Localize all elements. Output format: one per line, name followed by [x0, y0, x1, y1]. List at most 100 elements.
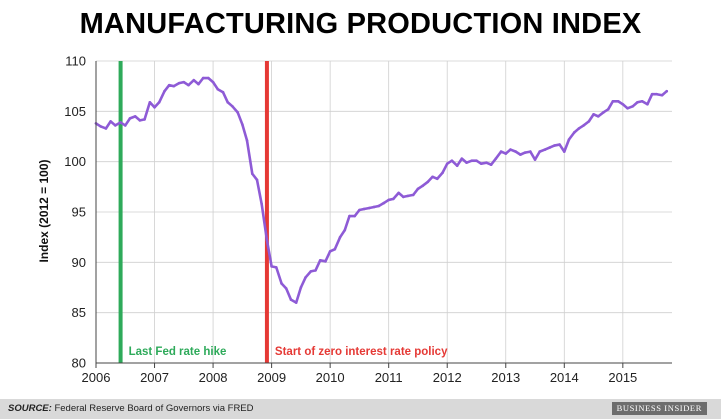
data-point-19 [187, 83, 190, 87]
data-point-104 [602, 111, 605, 114]
data-point-73 [450, 159, 454, 162]
data-point-107 [616, 99, 620, 103]
data-point-28 [231, 105, 234, 108]
data-point-112 [640, 99, 644, 103]
data-point-14 [163, 89, 166, 93]
y-tick-label-3: 95 [72, 205, 86, 220]
source-text: Federal Reserve Board of Governors via F… [54, 403, 254, 414]
data-point-23 [207, 76, 210, 80]
data-point-3 [109, 120, 112, 123]
data-point-12 [153, 106, 156, 109]
data-point-52 [348, 214, 351, 218]
data-point-36 [270, 265, 273, 268]
line-layer [94, 76, 669, 304]
data-point-20 [192, 78, 196, 82]
data-point-58 [377, 204, 381, 208]
data-point-98 [572, 131, 576, 134]
y-tick-label-2: 90 [72, 255, 86, 270]
data-point-79 [479, 162, 483, 165]
data-point-113 [646, 102, 649, 106]
chart-canvas: Last Fed rate hike Start of zero interest… [37, 54, 672, 385]
data-point-4 [114, 124, 117, 127]
data-point-43 [304, 276, 307, 279]
data-point-11 [148, 100, 152, 104]
footer-bar: SOURCE: Federal Reserve Board of Governo… [0, 399, 721, 419]
data-point-32 [250, 172, 254, 176]
data-point-63 [402, 195, 405, 199]
data-point-16 [172, 84, 176, 88]
data-point-86 [514, 150, 518, 153]
annotation-layer: Last Fed rate hike Start of zero interest… [118, 61, 448, 363]
data-point-88 [523, 151, 527, 154]
data-point-114 [650, 92, 654, 96]
x-tick-label-4: 2010 [316, 370, 345, 385]
data-point-27 [226, 100, 230, 104]
data-point-103 [596, 115, 600, 118]
x-tick-label-3: 2009 [257, 370, 286, 385]
data-point-68 [426, 180, 430, 184]
data-point-61 [392, 197, 395, 201]
x-tick-label-9: 2015 [608, 370, 637, 385]
data-point-85 [509, 148, 512, 151]
data-point-47 [324, 260, 327, 263]
data-point-40 [289, 298, 293, 301]
data-point-66 [416, 187, 420, 191]
source-label: SOURCE: [8, 403, 52, 414]
data-point-54 [358, 208, 361, 212]
data-point-7 [128, 117, 132, 120]
data-point-45 [314, 269, 317, 272]
x-tick-label-1: 2007 [140, 370, 169, 385]
data-point-71 [441, 171, 444, 175]
data-point-95 [558, 143, 561, 146]
data-point-83 [499, 150, 503, 153]
data-point-24 [211, 80, 215, 84]
grid-layer [96, 60, 672, 363]
x-tick-label-7: 2013 [491, 370, 520, 385]
data-point-92 [543, 148, 547, 151]
data-point-53 [353, 214, 357, 218]
brand-logo: BUSINESS INSIDER [611, 402, 707, 415]
data-point-64 [406, 194, 410, 198]
axis-layer: 80 85 90 95 100 105 110 2006 2007 2008 2009 2010 201… [64, 54, 672, 385]
data-point-117 [665, 89, 669, 93]
data-point-48 [328, 249, 332, 253]
data-point-89 [529, 150, 532, 153]
data-point-93 [548, 146, 551, 149]
data-point-25 [216, 87, 220, 91]
data-point-6 [123, 124, 127, 127]
x-tick-label-0: 2006 [82, 370, 111, 385]
data-point-51 [343, 228, 347, 232]
data-point-101 [587, 120, 591, 123]
data-point-55 [362, 207, 366, 211]
series-line-0 [94, 76, 669, 304]
data-point-17 [177, 81, 181, 85]
data-point-105 [606, 108, 610, 111]
data-point-84 [504, 152, 508, 155]
data-point-18 [182, 80, 186, 84]
data-point-29 [236, 111, 239, 114]
y-tick-label-1: 85 [72, 305, 86, 320]
data-point-108 [621, 102, 625, 106]
data-point-37 [274, 266, 278, 269]
data-point-10 [143, 118, 146, 121]
source-note: SOURCE: Federal Reserve Board of Governo… [8, 403, 254, 414]
data-point-46 [318, 259, 322, 262]
data-point-70 [435, 177, 439, 181]
data-point-26 [221, 90, 225, 94]
data-point-81 [489, 163, 493, 166]
data-point-15 [167, 83, 171, 87]
data-point-75 [460, 157, 464, 160]
data-point-2 [104, 127, 108, 130]
data-point-44 [309, 270, 313, 273]
data-point-41 [294, 301, 298, 304]
data-point-116 [660, 93, 664, 97]
data-point-57 [372, 205, 376, 209]
data-point-34 [260, 202, 263, 206]
data-point-21 [197, 82, 200, 86]
data-point-30 [241, 123, 244, 126]
data-point-50 [338, 235, 342, 239]
data-point-5 [119, 121, 122, 124]
data-point-96 [562, 150, 566, 153]
data-point-111 [636, 100, 639, 104]
data-point-77 [470, 159, 474, 162]
